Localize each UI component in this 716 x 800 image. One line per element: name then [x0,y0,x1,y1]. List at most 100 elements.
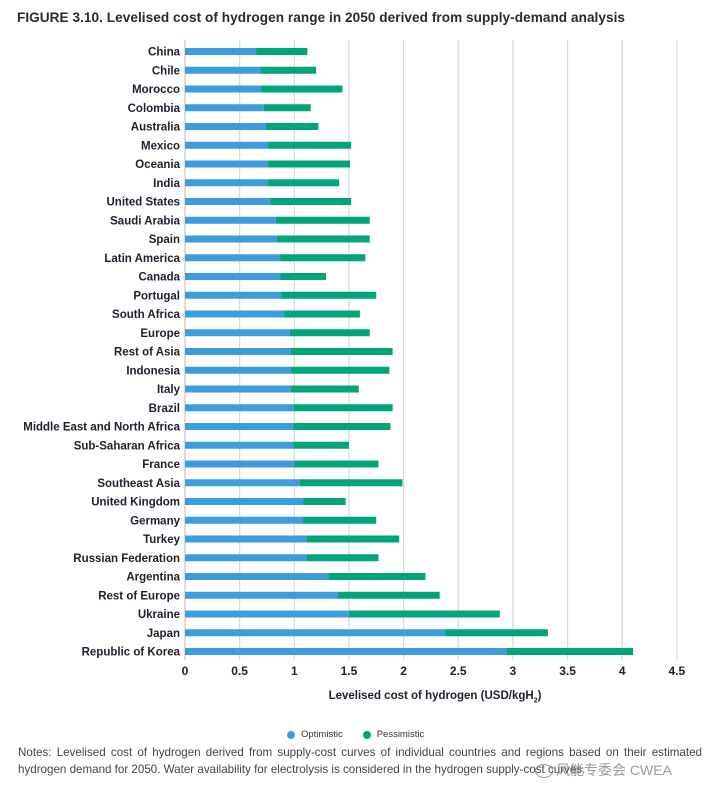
category-label: Canada [138,272,180,284]
bar-chart: 0 0.5 1 1.5 2 2.5 3 3.5 4 4.5 China Chile Morocco Col… [23,40,686,678]
x-axis-title-text: Levelised cost of hydrogen (USD/kgH [328,690,534,702]
category-label: Colombia [128,103,181,115]
bar-pessimistic [291,385,359,393]
category-label: United Kingdom [91,497,180,509]
category-label: Italy [157,384,181,396]
x-axis-title-subscript: 2 [533,697,538,705]
category-label: Middle East and North Africa [23,422,180,434]
bar-pessimistic [293,404,393,412]
bar-optimistic [185,329,290,337]
bar-optimistic [185,48,257,55]
bar-pessimistic [303,516,377,524]
bar-optimistic [185,160,269,168]
legend-item-pessimistic: Pessimistic [362,729,425,740]
bar-pessimistic [280,273,326,280]
bar-pessimistic [348,610,500,618]
bar-pessimistic [280,254,366,262]
x-tick-label: 3 [510,664,517,678]
category-label: Morocco [132,84,180,96]
bar-pessimistic [338,591,440,599]
bar-optimistic [185,273,281,280]
bar-optimistic [185,385,292,393]
bar-pessimistic [294,460,379,468]
bar-pessimistic [260,66,317,74]
bar-optimistic [185,310,285,318]
bar-optimistic [185,554,307,562]
x-tick-label: 1.5 [341,664,358,678]
category-label: Latin America [104,253,180,265]
bar-pessimistic [275,216,370,224]
bar-pessimistic [299,479,403,487]
bar-pessimistic [289,329,370,337]
bar-optimistic [185,573,329,580]
bar-pessimistic [291,348,393,355]
bar-pessimistic [281,291,377,299]
bar-optimistic [185,348,292,355]
bar-optimistic [185,648,507,655]
category-label: Chile [152,65,180,77]
category-label: South Africa [112,309,181,321]
optimistic-dot-icon [287,730,295,739]
bar-pessimistic [263,104,311,112]
bar-pessimistic [328,573,426,580]
bar-pessimistic [276,235,370,243]
bar-optimistic [185,179,269,187]
category-label: Rest of Europe [98,590,180,602]
category-label: Russian Federation [73,553,180,565]
bar-pessimistic [445,629,548,637]
bar-optimistic [185,104,264,112]
bar-optimistic [185,629,446,637]
category-label: Portugal [133,290,180,302]
category-label: Brazil [149,403,180,415]
bar-optimistic [185,85,262,93]
category-label: Europe [140,328,180,340]
bar-optimistic [185,254,281,262]
bar-pessimistic [270,198,352,205]
category-label: Japan [147,628,180,640]
category-label: Republic of Korea [82,647,181,659]
bar-optimistic [185,535,307,543]
bar-pessimistic [303,498,346,505]
bar-pessimistic [293,441,349,449]
legend-label: Pessimistic [376,729,425,740]
figure-title: FIGURE 3.10. Levelised cost of hydrogen … [17,10,626,25]
bar-optimistic [185,460,295,468]
x-tick-label: 4 [619,664,626,678]
category-label: Saudi Arabia [110,215,180,227]
bar-pessimistic [261,85,343,93]
bar-pessimistic [268,179,340,187]
x-tick-label: 4.5 [669,664,686,678]
legend-label: Optimistic [301,729,343,740]
bar-pessimistic [506,648,634,655]
x-tick-label: 2 [400,664,407,678]
x-tick-label: 0.5 [231,664,248,678]
x-tick-label: 0 [182,664,189,678]
bar-optimistic [185,235,277,243]
bar-pessimistic [265,123,319,130]
x-axis-title-end: ) [537,690,542,702]
bar-optimistic [185,123,266,130]
x-tick-label: 1 [291,664,298,678]
category-label: Mexico [141,140,180,152]
bar-pessimistic [268,160,351,168]
category-label: China [148,47,181,59]
bar-pessimistic [268,141,352,149]
bar-optimistic [185,516,304,524]
bar-optimistic [185,141,269,149]
bar-optimistic [185,198,271,205]
watermark: 风能专委会 CWEA [535,760,672,780]
category-label: Germany [130,515,180,527]
bar-optimistic [185,610,349,618]
bar-optimistic [185,441,294,449]
category-label: Oceania [135,159,180,171]
category-label: Australia [131,122,181,134]
watermark-text: 风能专委会 CWEA [556,762,672,778]
category-label: India [153,178,180,190]
category-label: Southeast Asia [97,478,180,490]
figure-notes: Notes: Levelised cost of hydrogen derive… [18,746,702,776]
category-label: France [142,459,180,471]
bar-pessimistic [306,554,379,562]
x-tick-label: 3.5 [559,664,576,678]
bar-optimistic [185,404,294,412]
bar-optimistic [185,216,276,224]
